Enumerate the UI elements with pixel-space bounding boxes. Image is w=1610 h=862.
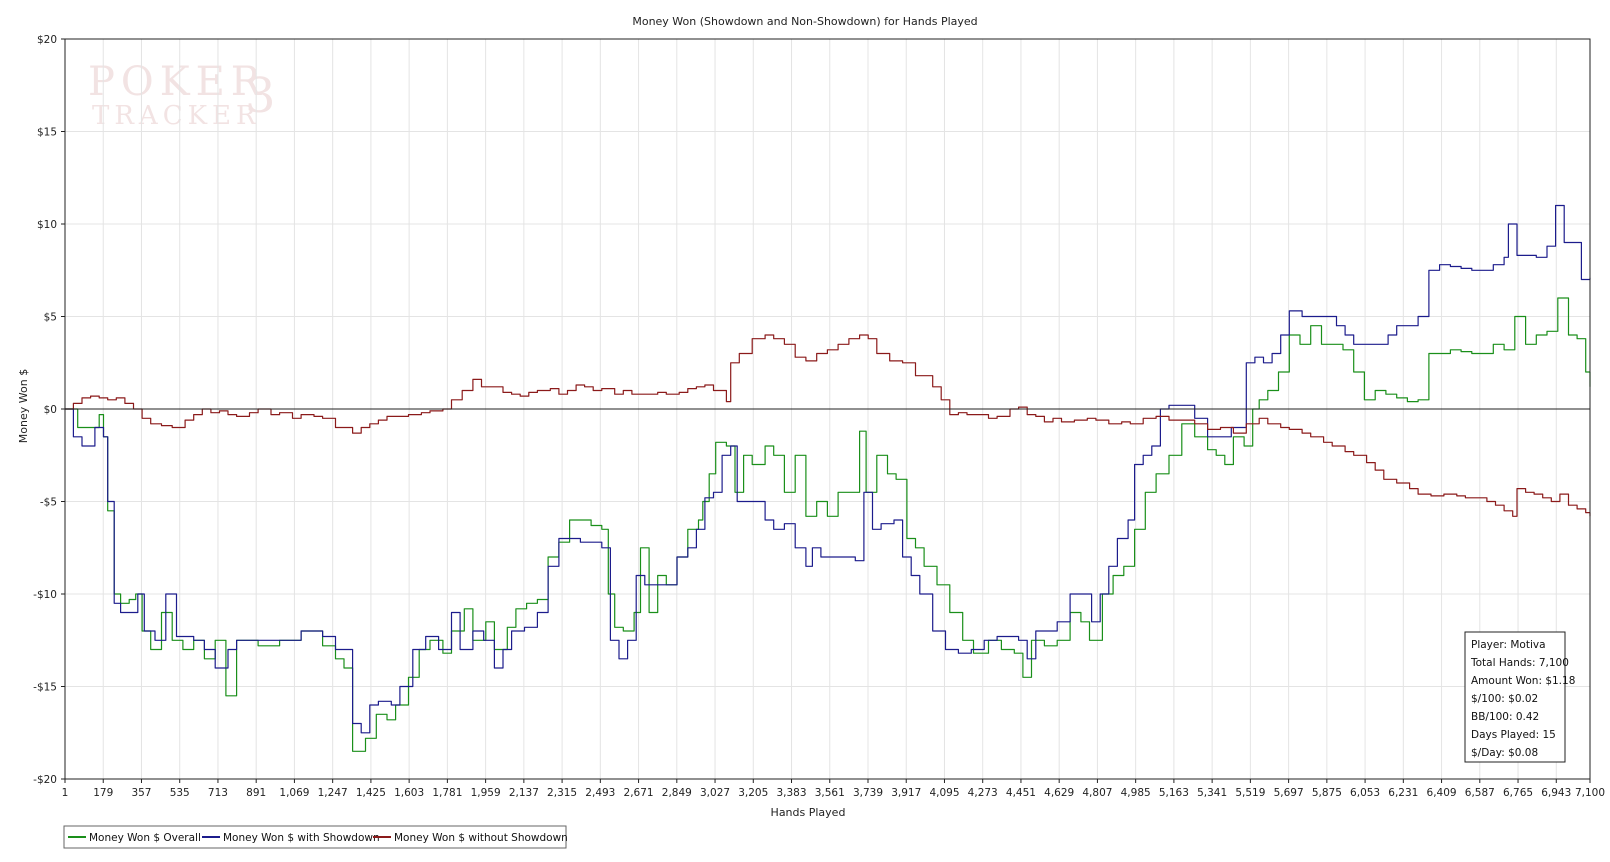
x-tick-label: 5,697 [1274, 787, 1304, 799]
x-tick-label: 5,519 [1235, 787, 1265, 799]
y-axis-label: Money Won $ [17, 369, 30, 443]
x-tick-label: 6,943 [1541, 787, 1571, 799]
x-tick-label: 4,095 [929, 787, 959, 799]
x-tick-label: 2,315 [547, 787, 577, 799]
x-tick-label: 7,100 [1575, 787, 1605, 799]
y-tick-label: $10 [37, 219, 57, 231]
x-tick-label: 1,603 [394, 787, 424, 799]
x-tick-label: 5,163 [1159, 787, 1189, 799]
info-days-played: Days Played: 15 [1471, 729, 1556, 741]
y-tick-label: $0 [44, 404, 57, 416]
x-tick-label: 3,383 [776, 787, 806, 799]
y-tick-label: -$5 [40, 497, 57, 509]
x-tick-label: 535 [170, 787, 190, 799]
x-axis-label: Hands Played [771, 806, 846, 819]
x-tick-label: 5,875 [1312, 787, 1342, 799]
poker-tracker-watermark: POKER TRACKER 3 [88, 59, 276, 131]
x-tick-label: 4,451 [1006, 787, 1036, 799]
x-tick-label: 5,341 [1197, 787, 1227, 799]
x-tick-label: 4,629 [1044, 787, 1074, 799]
x-tick-label: 4,985 [1121, 787, 1151, 799]
x-tick-label: 6,053 [1350, 787, 1380, 799]
x-tick-label: 3,739 [853, 787, 883, 799]
x-tick-label: 891 [246, 787, 266, 799]
x-tick-label: 1,781 [432, 787, 462, 799]
watermark-mark: 3 [245, 68, 276, 124]
x-tick-label: 3,561 [815, 787, 845, 799]
x-axis-ticks: 1 179 357 535 713 891 1,069 1,247 1,425 1,603 1,78… [62, 779, 1605, 799]
x-tick-label: 2,671 [624, 787, 654, 799]
series-lines [65, 204, 1591, 752]
x-tick-label: 3,205 [738, 787, 768, 799]
x-tick-label: 1,069 [279, 787, 309, 799]
x-tick-label: 3,027 [700, 787, 730, 799]
x-tick-label: 3,917 [891, 787, 921, 799]
info-player: Player: Motiva [1471, 639, 1546, 651]
x-tick-label: 357 [131, 787, 151, 799]
chart-legend: Money Won $ Overall Money Won $ with Sho… [63, 825, 568, 849]
player-stats-box: Player: Motiva Total Hands: 7,100 Amount… [1464, 631, 1575, 763]
info-total-hands: Total Hands: 7,100 [1470, 657, 1569, 669]
info-dollar-per-100: $/100: $0.02 [1471, 693, 1538, 705]
x-tick-label: 4,807 [1082, 787, 1112, 799]
x-tick-label: 6,231 [1388, 787, 1418, 799]
y-tick-label: -$15 [33, 682, 57, 694]
x-tick-label: 6,765 [1503, 787, 1533, 799]
y-tick-label: -$10 [33, 589, 57, 601]
y-axis-ticks: $20 $15 $10 $5 $0 -$5 -$10 -$15 -$20 [33, 34, 65, 786]
legend-label-overall: Money Won $ Overall [89, 832, 201, 844]
x-tick-label: 1,959 [471, 787, 501, 799]
info-bb-per-100: BB/100: 0.42 [1471, 711, 1539, 723]
x-tick-label: 4,273 [968, 787, 998, 799]
legend-label-showdown: Money Won $ with Showdown [223, 832, 380, 844]
x-tick-label: 2,493 [585, 787, 615, 799]
x-tick-label: 1,425 [356, 787, 386, 799]
x-tick-label: 2,137 [509, 787, 539, 799]
chart-title: Money Won (Showdown and Non-Showdown) fo… [632, 15, 977, 28]
x-tick-label: 6,409 [1427, 787, 1457, 799]
series-line-overall [65, 297, 1591, 752]
y-tick-label: -$20 [33, 774, 57, 786]
y-tick-label: $5 [44, 312, 57, 324]
x-tick-label: 713 [208, 787, 228, 799]
x-tick-label: 1,247 [318, 787, 348, 799]
watermark-line-2: TRACKER [92, 101, 261, 131]
x-tick-label: 1 [62, 787, 69, 799]
y-tick-label: $20 [37, 34, 57, 46]
x-tick-label: 2,849 [662, 787, 692, 799]
series-line-without-showdown [65, 334, 1591, 517]
info-dollar-per-day: $/Day: $0.08 [1471, 747, 1538, 759]
watermark-line-1: POKER [88, 59, 267, 105]
series-line-with-showdown [65, 204, 1591, 734]
legend-label-non-showdown: Money Won $ without Showdown [394, 832, 568, 844]
y-tick-label: $15 [37, 127, 57, 139]
x-tick-label: 179 [93, 787, 113, 799]
x-tick-label: 6,587 [1465, 787, 1495, 799]
info-amount-won: Amount Won: $1.18 [1471, 675, 1575, 687]
